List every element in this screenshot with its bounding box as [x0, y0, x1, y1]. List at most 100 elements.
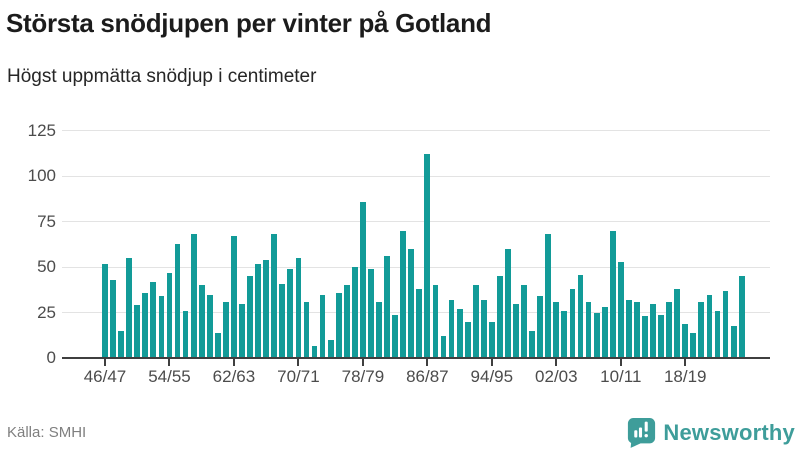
- newsworthy-logo[interactable]: Newsworthy: [627, 417, 795, 448]
- bar-77/78: [351, 267, 358, 359]
- bar-97/98: [513, 303, 519, 359]
- bar-82/83: [392, 314, 399, 359]
- bar-49/50: [126, 258, 133, 359]
- y-axis-label-25: 25: [37, 302, 56, 322]
- bar-75/76: [335, 292, 342, 359]
- bar-61/62: [222, 301, 229, 359]
- x-axis-label-02/03: 02/03: [535, 367, 578, 386]
- bar-02/03: [553, 301, 560, 359]
- bar-07/08: [593, 312, 600, 359]
- bar-55/56: [174, 243, 181, 359]
- source-note: Källa: SMHI: [7, 424, 87, 441]
- bar-06/07: [585, 301, 592, 359]
- bar-16/17: [666, 301, 673, 359]
- bar-24/25: [730, 325, 737, 359]
- y-axis-label-50: 50: [37, 257, 56, 277]
- x-tick-10/11: [619, 359, 622, 366]
- bar-73/74: [319, 294, 326, 359]
- chart-title: Största snödjupen per vinter på Gotland: [6, 8, 492, 38]
- bar-20/21: [698, 301, 705, 359]
- y-axis-label-125: 125: [27, 120, 56, 140]
- x-tick-18/19: [684, 359, 687, 366]
- brand-name: Newsworthy: [663, 419, 795, 445]
- bar-92/93: [472, 285, 479, 359]
- bar-62/63: [231, 236, 237, 359]
- bar-99/00: [529, 330, 536, 359]
- bar-84/85: [408, 249, 415, 359]
- bar-18/19: [682, 323, 689, 359]
- bar-74/75: [327, 340, 334, 359]
- bar-47/48: [110, 280, 116, 359]
- bar-21/22: [706, 294, 713, 359]
- x-tick-54/55: [168, 359, 171, 366]
- x-tick-78/79: [361, 359, 364, 366]
- bar-65/66: [255, 263, 262, 359]
- x-axis-label-10/11: 10/11: [600, 367, 642, 386]
- bar-23/24: [722, 290, 729, 359]
- bar-59/60: [206, 294, 213, 359]
- gridline-125: [62, 130, 770, 132]
- bar-83/84: [400, 230, 407, 359]
- bar-04/05: [569, 289, 576, 359]
- bar-87/88: [432, 285, 439, 359]
- x-axis-label-94/95: 94/95: [470, 367, 514, 386]
- bar-19/20: [690, 332, 697, 359]
- x-tick-02/03: [555, 359, 558, 366]
- bar-70/71: [295, 258, 302, 359]
- bar-93/94: [480, 300, 487, 359]
- bar-58/59: [198, 285, 205, 359]
- x-tick-94/95: [490, 359, 493, 366]
- y-axis-label-75: 75: [37, 211, 56, 231]
- bar-01/02: [545, 234, 552, 359]
- bar-79/80: [368, 269, 374, 359]
- gridline-50: [62, 266, 770, 268]
- bar-60/61: [214, 332, 221, 359]
- bar-86/87: [424, 154, 431, 359]
- bar-81/82: [384, 256, 390, 359]
- bar-00/01: [537, 296, 544, 359]
- gridline-100: [62, 175, 770, 177]
- bar-88/89: [440, 336, 447, 359]
- newsworthy-bubble-icon: [628, 418, 656, 448]
- bar-85/86: [416, 289, 423, 359]
- x-axis-label-62/63: 62/63: [212, 367, 256, 386]
- x-tick-62/63: [232, 359, 235, 366]
- bar-11/12: [625, 300, 632, 359]
- bar-08/09: [601, 307, 608, 359]
- bar-10/11: [617, 261, 624, 359]
- y-axis-label-0: 0: [46, 348, 56, 368]
- x-axis-label-86/87: 86/87: [406, 367, 449, 386]
- chart-subtitle: Högst uppmätta snödjup i centimeter: [7, 66, 317, 87]
- bar-56/57: [182, 310, 189, 359]
- bar-72/73: [311, 345, 318, 359]
- y-axis-label-100: 100: [27, 166, 56, 186]
- bar-69/70: [287, 269, 294, 359]
- bar-71/72: [303, 301, 310, 359]
- bar-68/69: [279, 283, 286, 359]
- x-tick-46/47: [104, 359, 106, 366]
- bar-53/54: [158, 296, 165, 359]
- bar-91/92: [464, 321, 471, 359]
- bar-15/16: [658, 314, 664, 359]
- bar-90/91: [456, 309, 463, 359]
- bar-95/96: [497, 276, 503, 359]
- x-axis-label-54/55: 54/55: [148, 367, 191, 386]
- bar-05/06: [577, 274, 584, 359]
- bar-46/47: [102, 263, 108, 359]
- x-axis-label-70/71: 70/71: [277, 367, 320, 386]
- bar-64/65: [247, 276, 253, 359]
- bar-25/26: [738, 276, 745, 359]
- bar-63/64: [239, 303, 245, 359]
- bar-98/99: [521, 285, 527, 359]
- bar-12/13: [634, 301, 640, 359]
- bar-50/51: [134, 305, 141, 359]
- bar-89/90: [448, 300, 455, 359]
- x-axis-label-18/19: 18/19: [663, 367, 707, 386]
- bar-48/49: [118, 330, 124, 359]
- bar-54/55: [166, 272, 173, 359]
- bar-14/15: [650, 303, 656, 359]
- bar-03/04: [561, 310, 568, 359]
- x-axis-label-78/79: 78/79: [341, 367, 385, 386]
